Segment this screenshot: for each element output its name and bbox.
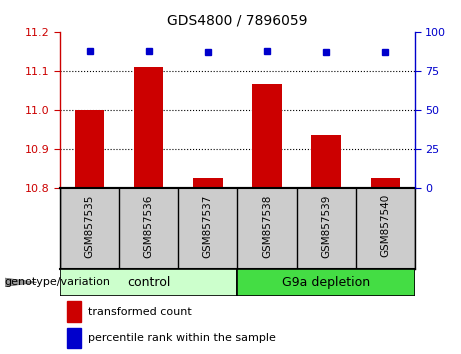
Text: GSM857537: GSM857537 <box>203 194 213 257</box>
Text: G9a depletion: G9a depletion <box>282 276 370 289</box>
Bar <box>67 328 81 348</box>
Bar <box>193 178 223 188</box>
Text: GSM857539: GSM857539 <box>321 194 331 257</box>
Bar <box>134 67 164 188</box>
Text: percentile rank within the sample: percentile rank within the sample <box>89 333 276 343</box>
Text: GSM857540: GSM857540 <box>380 194 390 257</box>
Bar <box>252 84 282 188</box>
Bar <box>311 135 341 188</box>
Title: GDS4800 / 7896059: GDS4800 / 7896059 <box>167 14 307 28</box>
Bar <box>371 178 400 188</box>
Text: genotype/variation: genotype/variation <box>5 277 111 287</box>
Polygon shape <box>5 278 37 287</box>
Bar <box>67 302 81 322</box>
Text: transformed count: transformed count <box>89 307 192 317</box>
Text: GSM857535: GSM857535 <box>84 194 95 257</box>
Text: GSM857536: GSM857536 <box>144 194 154 257</box>
Bar <box>60 269 237 296</box>
Bar <box>237 269 415 296</box>
Text: control: control <box>127 276 171 289</box>
Text: GSM857538: GSM857538 <box>262 194 272 257</box>
Bar <box>75 110 104 188</box>
